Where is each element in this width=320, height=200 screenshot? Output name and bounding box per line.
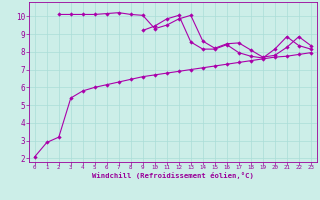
- X-axis label: Windchill (Refroidissement éolien,°C): Windchill (Refroidissement éolien,°C): [92, 172, 254, 179]
